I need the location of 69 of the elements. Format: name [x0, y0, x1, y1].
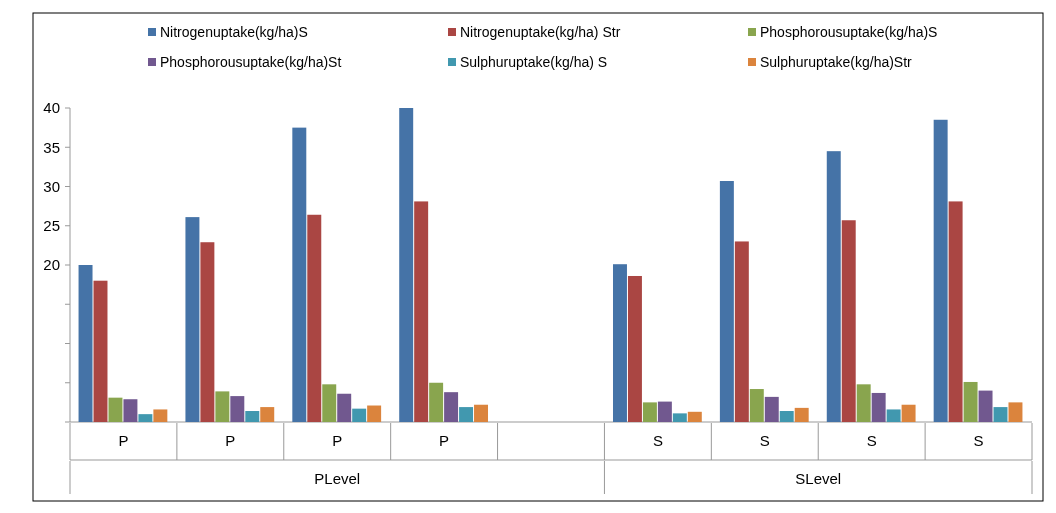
bar: [123, 399, 138, 422]
bar: [429, 382, 444, 422]
bar: [78, 265, 93, 422]
x-tick-label: P: [118, 432, 129, 449]
bar: [1008, 402, 1023, 422]
bar: [993, 407, 1008, 422]
bar: [230, 396, 245, 422]
bar: [841, 220, 856, 422]
bar: [627, 275, 642, 422]
bar: [414, 201, 429, 422]
bar: [352, 408, 367, 422]
bar: [642, 402, 657, 422]
bar: [322, 384, 337, 422]
x-tick-label: S: [652, 432, 663, 449]
bar: [886, 409, 901, 422]
y-tick-label: 25: [43, 217, 60, 234]
y-tick-label: 40: [43, 99, 60, 117]
bar: [474, 404, 488, 422]
bar: [260, 407, 275, 422]
legend-label: Sulphuruptake(kg/ha)Str: [760, 54, 913, 70]
x-tick-label: S: [973, 432, 984, 449]
bar: [292, 127, 307, 422]
legend-label: Nitrogenuptake(kg/ha)S: [160, 24, 308, 40]
legend-label: Nitrogenuptake(kg/ha) Str: [460, 24, 621, 40]
bar: [687, 411, 702, 422]
bar: [978, 390, 993, 422]
bar: [108, 397, 123, 422]
x-tick-label: P: [225, 432, 236, 449]
bar: [93, 280, 108, 422]
bar: [779, 411, 794, 422]
bar: [948, 201, 963, 422]
bar: [185, 217, 200, 422]
bar: [826, 151, 841, 422]
y-tick-label: 30: [43, 177, 60, 195]
bar: [749, 389, 764, 422]
bar: [871, 392, 886, 422]
text: PLevel: [314, 470, 361, 487]
bar: [613, 264, 627, 422]
bar: [399, 108, 414, 422]
bar: [764, 396, 779, 422]
x-tick-label: S: [759, 432, 770, 449]
bar: [307, 214, 322, 422]
bar: [444, 392, 459, 422]
bar: [138, 414, 153, 422]
bar: [200, 242, 215, 422]
bar: [933, 119, 948, 422]
y-tick-label: 20: [43, 256, 60, 274]
x-tick-label: S: [866, 432, 877, 449]
legend-label: Phosphorousuptake(kg/ha)S: [760, 24, 938, 40]
x-tick-label: P: [332, 432, 343, 449]
bar: [657, 401, 672, 422]
bar: [337, 393, 352, 422]
bar: [672, 413, 687, 422]
text: SLevel: [795, 470, 842, 487]
bar: [367, 405, 382, 422]
bar: [215, 391, 230, 422]
x-tick-label: P: [439, 432, 450, 449]
y-tick-label: 35: [43, 138, 60, 156]
bar: [245, 411, 260, 422]
bar: [963, 381, 978, 422]
bar: [719, 181, 734, 422]
bar: [734, 241, 749, 422]
bar: [856, 384, 871, 422]
bar: [901, 404, 916, 422]
bar: [153, 409, 168, 422]
bar: [459, 407, 474, 422]
bar: [794, 407, 809, 422]
legend-label: Phosphorousuptake(kg/ha)St: [160, 54, 342, 70]
legend-label: Sulphuruptake(kg/ha) S: [460, 54, 608, 70]
